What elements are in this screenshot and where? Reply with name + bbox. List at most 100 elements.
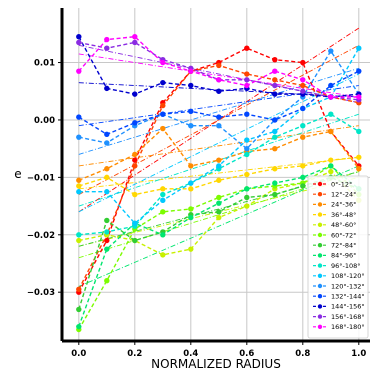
data-point <box>216 114 222 120</box>
trend-line <box>78 85 359 127</box>
data-point <box>188 122 194 129</box>
data-point <box>188 180 194 186</box>
data-point <box>76 286 82 293</box>
data-point <box>328 168 334 175</box>
data-point <box>160 102 166 109</box>
data-point <box>188 108 194 115</box>
data-point <box>104 217 110 224</box>
data-point <box>272 128 278 135</box>
data-point <box>188 206 194 212</box>
data-point <box>76 177 82 183</box>
data-point <box>216 177 222 183</box>
data-point <box>76 68 82 74</box>
data-point <box>76 232 82 238</box>
data-point <box>328 48 334 54</box>
data-point <box>272 77 278 83</box>
data-point <box>104 131 110 138</box>
data-point <box>188 214 194 221</box>
data-point <box>104 237 110 244</box>
data-point <box>216 157 222 163</box>
data-point <box>300 77 306 83</box>
legend-label: 24°-36° <box>331 201 356 209</box>
data-point <box>104 229 110 235</box>
trend-line <box>78 156 359 190</box>
x-axis-title: NORMALIZED RADIUS <box>151 357 281 371</box>
axes <box>60 8 370 343</box>
legend-label: 0°-12° <box>331 180 352 188</box>
data-point <box>244 151 250 158</box>
data-point <box>160 111 166 117</box>
y-tick-label: 0.00 <box>34 116 55 126</box>
series <box>76 34 362 100</box>
data-point <box>300 174 306 181</box>
data-point <box>356 166 362 172</box>
legend-label: 84°-96° <box>331 252 356 260</box>
data-point <box>160 125 166 132</box>
data-point <box>104 166 110 172</box>
data-point <box>216 209 222 215</box>
data-point <box>188 163 194 169</box>
data-point <box>188 68 194 74</box>
data-point <box>76 183 82 189</box>
legend-label: 168°-180° <box>331 323 365 331</box>
x-tick-label: 1.0 <box>351 349 366 359</box>
data-point <box>132 151 138 158</box>
data-point <box>328 94 334 100</box>
y-tick-label: −0.02 <box>27 231 55 241</box>
data-point <box>272 145 278 152</box>
data-point <box>356 154 362 160</box>
data-point <box>76 237 82 244</box>
data-point <box>132 120 138 126</box>
data-point <box>188 82 194 89</box>
data-point <box>300 105 306 112</box>
data-point <box>244 186 250 192</box>
data-point <box>328 128 334 135</box>
data-point <box>356 45 362 51</box>
data-point <box>160 197 166 204</box>
data-point <box>244 111 250 117</box>
data-point <box>272 191 278 198</box>
x-tick-label: 0.0 <box>71 349 86 359</box>
legend-swatch-marker <box>317 202 323 207</box>
data-point <box>300 82 306 89</box>
legend-swatch-marker <box>317 243 323 248</box>
legend-label: 60°-72° <box>331 231 356 239</box>
data-point <box>104 278 110 284</box>
legend-box <box>307 175 369 339</box>
data-point <box>216 200 222 206</box>
data-point <box>272 180 278 186</box>
data-point <box>132 39 138 46</box>
data-point <box>104 189 110 195</box>
data-point <box>132 237 138 244</box>
legend-label: 108°-120° <box>331 272 365 280</box>
data-point <box>104 85 110 92</box>
data-point <box>104 36 110 43</box>
data-point <box>244 203 250 209</box>
data-point <box>216 77 222 83</box>
data-point <box>300 163 306 169</box>
legend-swatch-marker <box>317 232 323 238</box>
trend-line <box>78 27 360 213</box>
data-point <box>328 111 334 117</box>
data-point <box>244 71 250 77</box>
data-point <box>132 191 138 198</box>
legend: 0°-12° 12°-24° 24°-36° 36°-48° 48°-60° 60°-72… <box>307 175 369 339</box>
data-point <box>328 163 334 169</box>
data-point <box>328 82 334 89</box>
data-point <box>356 94 362 100</box>
data-point <box>132 220 138 227</box>
data-point <box>356 128 362 135</box>
y-tick-label: −0.03 <box>27 288 55 298</box>
data-point <box>356 68 362 74</box>
data-point <box>104 246 110 252</box>
y-axis-title: e <box>14 167 21 181</box>
data-point <box>132 91 138 97</box>
data-point <box>76 34 82 40</box>
legend-swatch-marker <box>317 192 323 197</box>
legend-swatch-marker <box>317 222 323 227</box>
trend-line <box>78 44 360 195</box>
data-point <box>272 68 278 74</box>
series-line <box>78 113 360 236</box>
legend-label: 72°-84° <box>331 242 356 250</box>
